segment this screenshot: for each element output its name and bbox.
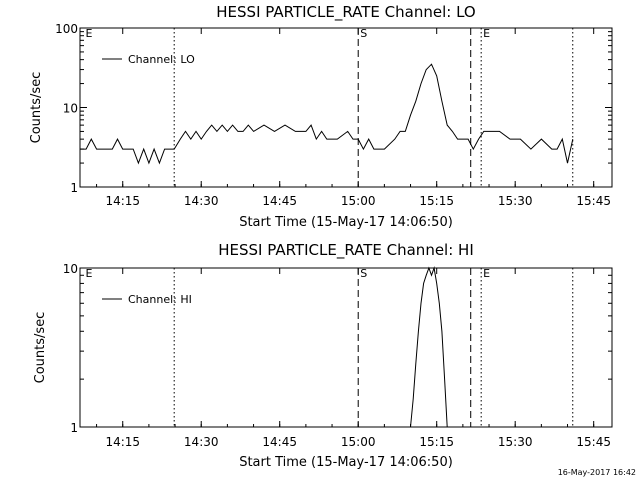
x-tick-label: 15:30 xyxy=(498,435,533,449)
chart-title: HESSI PARTICLE_RATE Channel: LO xyxy=(216,3,475,22)
y-tick-label: 1 xyxy=(70,421,78,435)
legend-label: Channel: HI xyxy=(128,293,192,306)
event-marker-label: S xyxy=(360,27,367,40)
x-tick-label: 15:45 xyxy=(576,194,611,208)
x-tick-label: 14:30 xyxy=(184,194,219,208)
y-axis-label: Counts/sec xyxy=(33,312,48,384)
event-marker-label: E xyxy=(85,27,92,40)
x-tick-label: 15:45 xyxy=(576,435,611,449)
x-tick-label: 15:30 xyxy=(498,194,533,208)
x-tick-label: 14:15 xyxy=(105,194,140,208)
event-marker-label: S xyxy=(360,267,367,280)
series-line xyxy=(410,266,448,428)
x-tick-label: 14:45 xyxy=(262,435,297,449)
y-tick-label: 10 xyxy=(63,262,78,276)
event-marker-label: E xyxy=(483,267,490,280)
x-axis-label: Start Time (15-May-17 14:06:50) xyxy=(239,455,453,470)
x-tick-label: 15:15 xyxy=(419,435,454,449)
footer-timestamp: 16-May-2017 16:42 xyxy=(558,468,636,477)
x-tick-label: 15:15 xyxy=(419,194,454,208)
x-tick-label: 15:00 xyxy=(341,194,376,208)
series-line xyxy=(80,63,574,165)
x-tick-label: 14:30 xyxy=(184,435,219,449)
x-axis-label: Start Time (15-May-17 14:06:50) xyxy=(239,215,453,230)
event-marker-label: E xyxy=(85,267,92,280)
legend-label: Channel: LO xyxy=(128,53,195,66)
y-tick-label: 10 xyxy=(63,102,78,116)
y-axis-label: Counts/sec xyxy=(29,72,44,144)
y-tick-label: 100 xyxy=(55,22,78,36)
panel-lo: HESSI PARTICLE_RATE Channel: LO 14:15 14:3… xyxy=(29,3,613,230)
panel-hi: HESSI PARTICLE_RATE Channel: HI 14:15 14:3… xyxy=(33,241,613,470)
x-tick-label: 14:45 xyxy=(262,194,297,208)
y-tick-label: 1 xyxy=(70,181,78,195)
x-tick-label: 14:15 xyxy=(105,435,140,449)
event-marker-label: E xyxy=(483,27,490,40)
plot-frame xyxy=(79,267,613,428)
x-tick-label: 15:00 xyxy=(341,435,376,449)
chart-title: HESSI PARTICLE_RATE Channel: HI xyxy=(218,241,474,260)
